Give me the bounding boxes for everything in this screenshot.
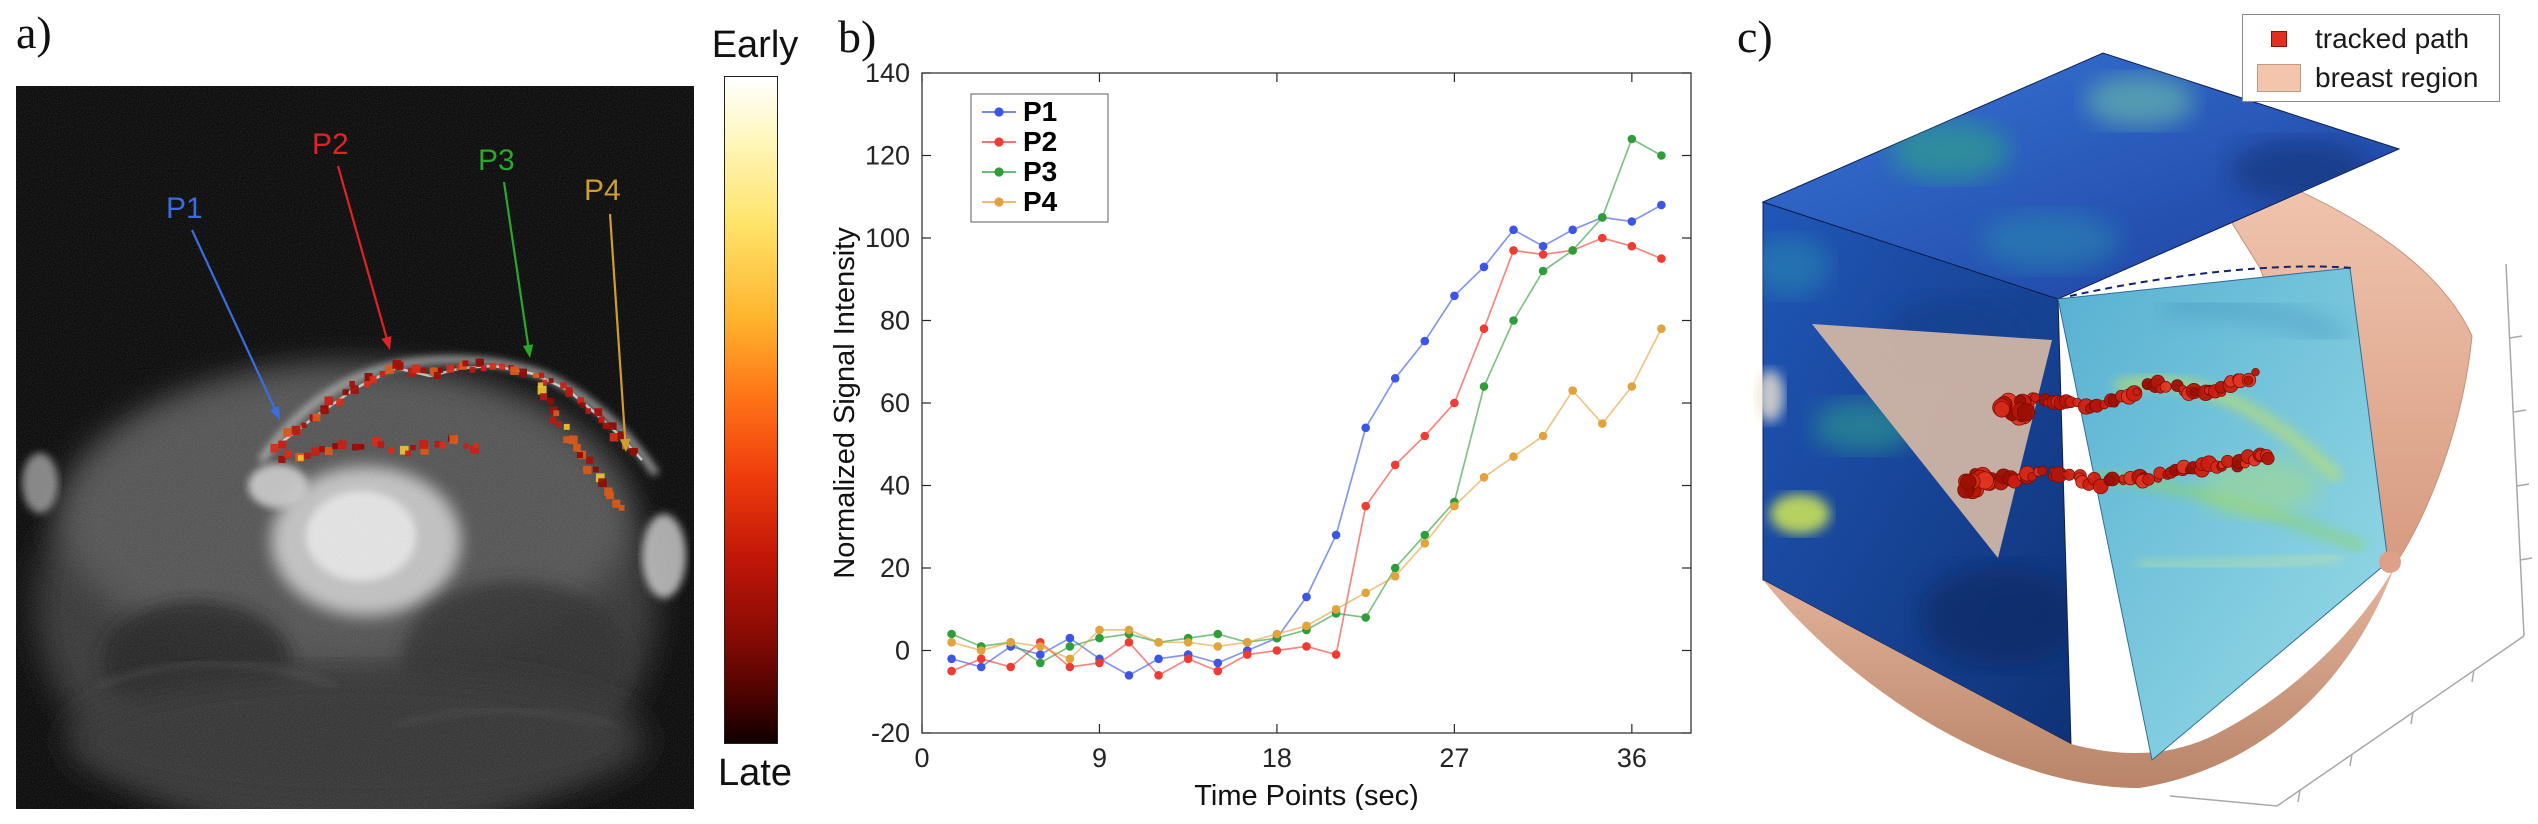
volume-render — [1756, 52, 2533, 807]
tracked-path-swatch — [2271, 30, 2287, 47]
breast-region-marker — [2243, 63, 2315, 92]
svg-text:20: 20 — [880, 553, 910, 583]
colorbar-gradient — [724, 76, 778, 744]
panel-b-label: b) — [838, 11, 877, 62]
breast-region-swatch — [2257, 63, 2301, 92]
svg-text:120: 120 — [865, 141, 910, 171]
svg-text:60: 60 — [880, 388, 910, 418]
legend-label-breast-region: breast region — [2315, 61, 2479, 93]
svg-text:9: 9 — [1092, 743, 1107, 773]
tracked-path-marker — [2243, 30, 2315, 47]
axis-lines — [2169, 263, 2533, 807]
svg-text:80: 80 — [880, 306, 910, 336]
cube-top-face-texture — [1890, 75, 2370, 271]
panel-a-label: a) — [16, 7, 52, 58]
svg-text:P1: P1 — [166, 192, 203, 225]
tracked-path-dots — [1957, 367, 2275, 500]
svg-text:Normalized Signal Intensity: Normalized Signal Intensity — [830, 227, 861, 579]
svg-text:0: 0 — [914, 743, 929, 773]
svg-text:P2: P2 — [1023, 126, 1057, 157]
svg-text:40: 40 — [880, 471, 910, 501]
panel-c-label: c) — [1737, 11, 1773, 62]
cube-top-face — [1761, 52, 2401, 300]
colorbar-late-label: Late — [718, 752, 792, 794]
svg-text:27: 27 — [1439, 743, 1469, 773]
svg-text:18: 18 — [1262, 743, 1292, 773]
legend-item-breast-region: breast region — [2243, 59, 2499, 97]
svg-text:P2: P2 — [312, 128, 349, 161]
svg-text:36: 36 — [1617, 743, 1647, 773]
svg-text:P4: P4 — [584, 174, 621, 207]
svg-text:Time Points (sec): Time Points (sec) — [1194, 780, 1419, 810]
svg-text:100: 100 — [865, 223, 910, 253]
svg-text:P1: P1 — [1023, 96, 1057, 127]
svg-text:P3: P3 — [478, 144, 515, 177]
legend-item-tracked-path: tracked path — [2243, 20, 2499, 58]
svg-text:-20: -20 — [871, 718, 910, 748]
point-annotations: P1 P2 P3 P4 — [166, 128, 631, 452]
svg-text:0: 0 — [895, 636, 910, 666]
legend: tracked path breast region — [2242, 14, 2500, 102]
cream-blob — [1756, 370, 1784, 422]
svg-text:P4: P4 — [1023, 186, 1058, 217]
slice-boundary-line — [2069, 265, 2353, 297]
svg-text:P3: P3 — [1023, 156, 1057, 187]
chest-wall-patch — [1812, 324, 2052, 558]
mri-image: P1 P2 P3 P4 — [16, 86, 694, 809]
svg-text:140: 140 — [865, 58, 910, 88]
breast-tip — [2379, 551, 2401, 573]
colorbar-early-label: Early — [711, 24, 799, 66]
tracked-path-overlay — [270, 358, 643, 511]
legend-label-tracked-path: tracked path — [2315, 22, 2470, 54]
breast-underside — [1763, 568, 2394, 788]
